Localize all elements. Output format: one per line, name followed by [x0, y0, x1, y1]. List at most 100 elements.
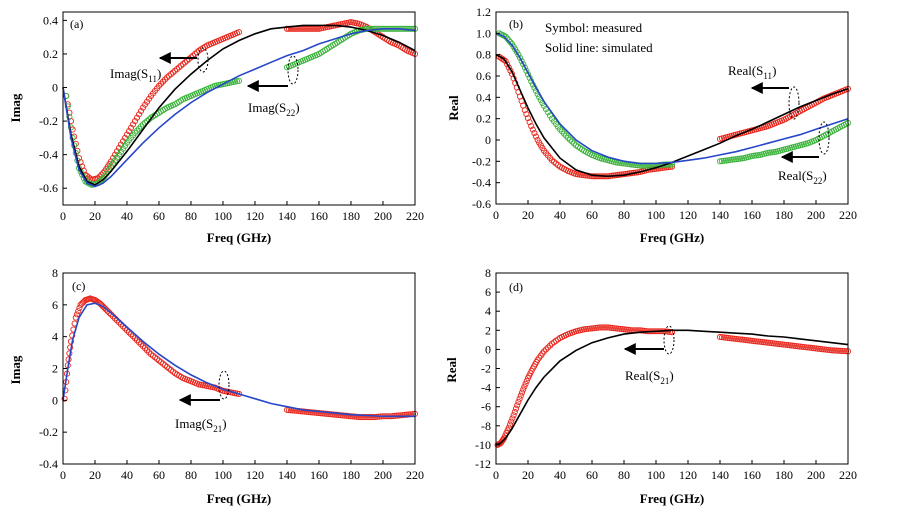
data-point [726, 156, 734, 164]
panel-b-xtick-label: 100 [647, 208, 665, 222]
data-point [72, 314, 79, 321]
panel-a-marker-ellipse-s11 [197, 47, 209, 73]
data-point [820, 346, 828, 353]
data-point [167, 71, 175, 78]
data-point [732, 156, 740, 163]
panel-b-xtick-label: 20 [522, 208, 534, 222]
panel-c-ytick-label: -0.2 [39, 425, 58, 439]
data-point [838, 347, 846, 355]
data-point [407, 25, 415, 32]
panel-d-ytick-label: -12 [475, 457, 491, 471]
data-point [768, 149, 776, 156]
data-point [515, 398, 522, 405]
data-point [510, 412, 517, 419]
data-point [566, 136, 574, 143]
panel-b-ytick-label: 1.0 [476, 26, 491, 40]
data-point [506, 421, 514, 428]
data-point [546, 112, 554, 119]
data-point [756, 338, 764, 345]
data-point [728, 335, 736, 342]
data-point [516, 54, 524, 61]
data-point [177, 62, 185, 69]
data-point [842, 348, 850, 355]
panel-a-xtick-label: 60 [153, 209, 165, 223]
panel-d-xtick-label: 60 [586, 468, 598, 482]
data-point [606, 324, 614, 331]
data-point [718, 334, 726, 341]
data-point [792, 343, 800, 350]
data-point [734, 336, 742, 343]
panel-a-xtick-label: 220 [406, 209, 424, 223]
data-point [518, 389, 526, 396]
data-point [532, 133, 540, 140]
data-point [361, 413, 369, 421]
data-point [135, 111, 143, 118]
data-point [135, 125, 143, 132]
panel-d-ytick-label: -4 [481, 381, 491, 395]
data-point [317, 410, 325, 417]
panel-c-ytick-label: 8 [52, 266, 58, 280]
panel-c-xtick-label: 100 [214, 468, 232, 482]
data-point [732, 335, 740, 342]
panel-b-note-measured: Symbol: measured [545, 20, 643, 35]
data-point [307, 409, 315, 416]
data-point [796, 343, 804, 350]
panel-a-series-imag-s11- [63, 19, 419, 183]
data-point [508, 418, 515, 425]
data-point [544, 109, 552, 116]
data-point [614, 325, 622, 332]
data-point [365, 413, 373, 421]
panel-b-ytick-label: -0.6 [472, 197, 491, 211]
panel-b-xtick-label: 0 [493, 208, 499, 222]
data-point [540, 348, 548, 355]
data-point [337, 412, 345, 419]
panel-c-ytick-label: 2 [52, 362, 58, 376]
data-point [804, 344, 812, 351]
panel-d-series-real-s21- [494, 324, 852, 448]
panel-a-ytick-label: -0.2 [39, 114, 58, 128]
data-point [504, 61, 511, 68]
panel-b-series-real-s11- [496, 53, 852, 180]
panel-c-frame [62, 272, 416, 465]
panel-a: 0 20 40 60 80 100 120 140 160 180 200 220 -0.6 -0.4 -0… [8, 11, 424, 245]
panel-c-series-line-imag-s21-simulated [62, 302, 415, 418]
data-point [129, 333, 137, 340]
panel-d-xtick-label: 140 [711, 468, 729, 482]
data-point [311, 409, 319, 416]
panel-d: 0 20 40 60 80 100 120 140 160 180 200 220-12-10-8-6… [444, 266, 857, 506]
panel-a-series [62, 19, 419, 188]
data-point [313, 409, 321, 416]
data-point [582, 326, 590, 333]
data-point [139, 343, 147, 350]
data-point [802, 344, 810, 351]
data-point [305, 409, 313, 416]
data-point [179, 60, 187, 68]
data-point [173, 66, 181, 73]
data-point [131, 129, 139, 136]
data-point [788, 342, 796, 349]
data-point [780, 341, 788, 348]
data-point [786, 342, 794, 349]
data-point [764, 149, 772, 156]
data-point [141, 345, 149, 352]
data-point [602, 324, 610, 331]
panel-b-ticks: 0 20 40 60 80 100 120 140 160 180 200 220 -0.6 -0.4 -0… [472, 5, 857, 222]
data-point [774, 340, 782, 347]
panel-a-frame [62, 11, 416, 206]
data-point [129, 121, 137, 128]
data-point [740, 336, 748, 343]
panel-a-ytick-label: -0.6 [39, 181, 58, 195]
panel-b-xtick-label: 60 [586, 208, 598, 222]
panel-d-xtick-label: 40 [554, 468, 566, 482]
panel-d-xtick-label: 160 [743, 468, 761, 482]
panel-a-xtick-label: 0 [60, 209, 66, 223]
data-point [808, 344, 816, 352]
data-point [768, 340, 776, 347]
data-point [528, 123, 535, 130]
panel-b-series-line-real-s11-simulated [495, 53, 849, 178]
panel-d-ytick-label: 0 [485, 342, 491, 356]
data-point [724, 334, 732, 341]
panel-c: 0 20 40 60 80 100 120 140 160 180 200 220 -0.4 -0.2 0 2… [8, 266, 424, 506]
panel-a-annotation-s22: Imag(S22) [248, 100, 300, 118]
data-point [339, 412, 347, 419]
